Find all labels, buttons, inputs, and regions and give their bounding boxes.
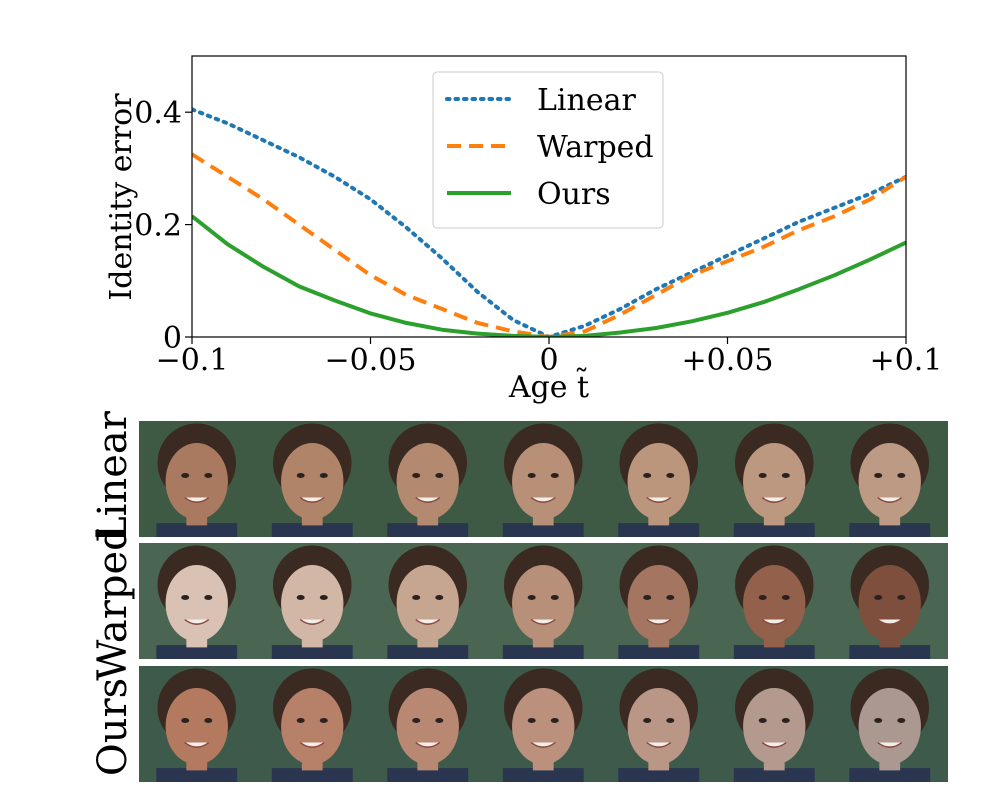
face-panel <box>716 543 833 659</box>
face-panel <box>716 666 833 782</box>
face-panel <box>832 666 948 782</box>
face-panel <box>601 421 717 537</box>
face-image-grid: Linear Warped Ours <box>90 410 948 782</box>
face-panel <box>254 543 371 659</box>
face-panel <box>485 666 602 782</box>
face-panel <box>370 666 486 782</box>
legend: Linear Warped Ours <box>432 71 664 229</box>
face-panel <box>485 543 602 659</box>
line-chart: −0.1 −0.05 0 +0.05 +0.1 0 0.2 0.4 Age t̃ Ident… <box>104 55 943 405</box>
face-panel <box>139 421 255 537</box>
legend-label-linear: Linear <box>537 83 636 118</box>
face-panel <box>139 666 255 782</box>
face-panel <box>832 543 948 659</box>
series-line-warped <box>192 152 906 337</box>
x-tick-label: +0.05 <box>682 343 774 378</box>
face-panel <box>716 421 833 537</box>
x-axis-label: Age t̃ <box>508 367 589 405</box>
y-tick-label: 0.4 <box>134 96 182 131</box>
series-line-linear <box>192 107 906 337</box>
row-label-linear: Linear <box>90 410 136 543</box>
series-layer <box>192 107 906 337</box>
face-panel <box>370 421 486 537</box>
legend-label-ours: Ours <box>537 177 611 212</box>
x-tick-label: 0 <box>539 343 558 378</box>
x-tick-label: −0.05 <box>325 343 417 378</box>
row-label-warped: Warped <box>90 525 136 681</box>
legend-box <box>432 71 664 229</box>
y-axis: 0 0.2 0.4 <box>134 96 192 356</box>
y-tick-label: 0.2 <box>134 209 182 244</box>
row-label-ours: Ours <box>90 678 136 776</box>
legend-label-warped: Warped <box>537 130 654 165</box>
face-panels <box>139 421 948 782</box>
y-axis-label: Identity error <box>104 93 139 301</box>
series-line-ours <box>192 214 906 337</box>
face-panel <box>370 543 486 659</box>
x-axis: −0.1 −0.05 0 +0.05 +0.1 <box>156 337 943 378</box>
face-panel <box>139 543 255 659</box>
x-tick-label: −0.1 <box>156 343 229 378</box>
face-panel <box>832 421 948 537</box>
x-tick-label: +0.1 <box>870 343 943 378</box>
face-panel <box>601 666 717 782</box>
y-tick-label: 0 <box>163 321 182 356</box>
face-panel <box>254 421 371 537</box>
face-panel <box>254 666 371 782</box>
face-panel <box>601 543 717 659</box>
face-panel <box>485 421 602 537</box>
